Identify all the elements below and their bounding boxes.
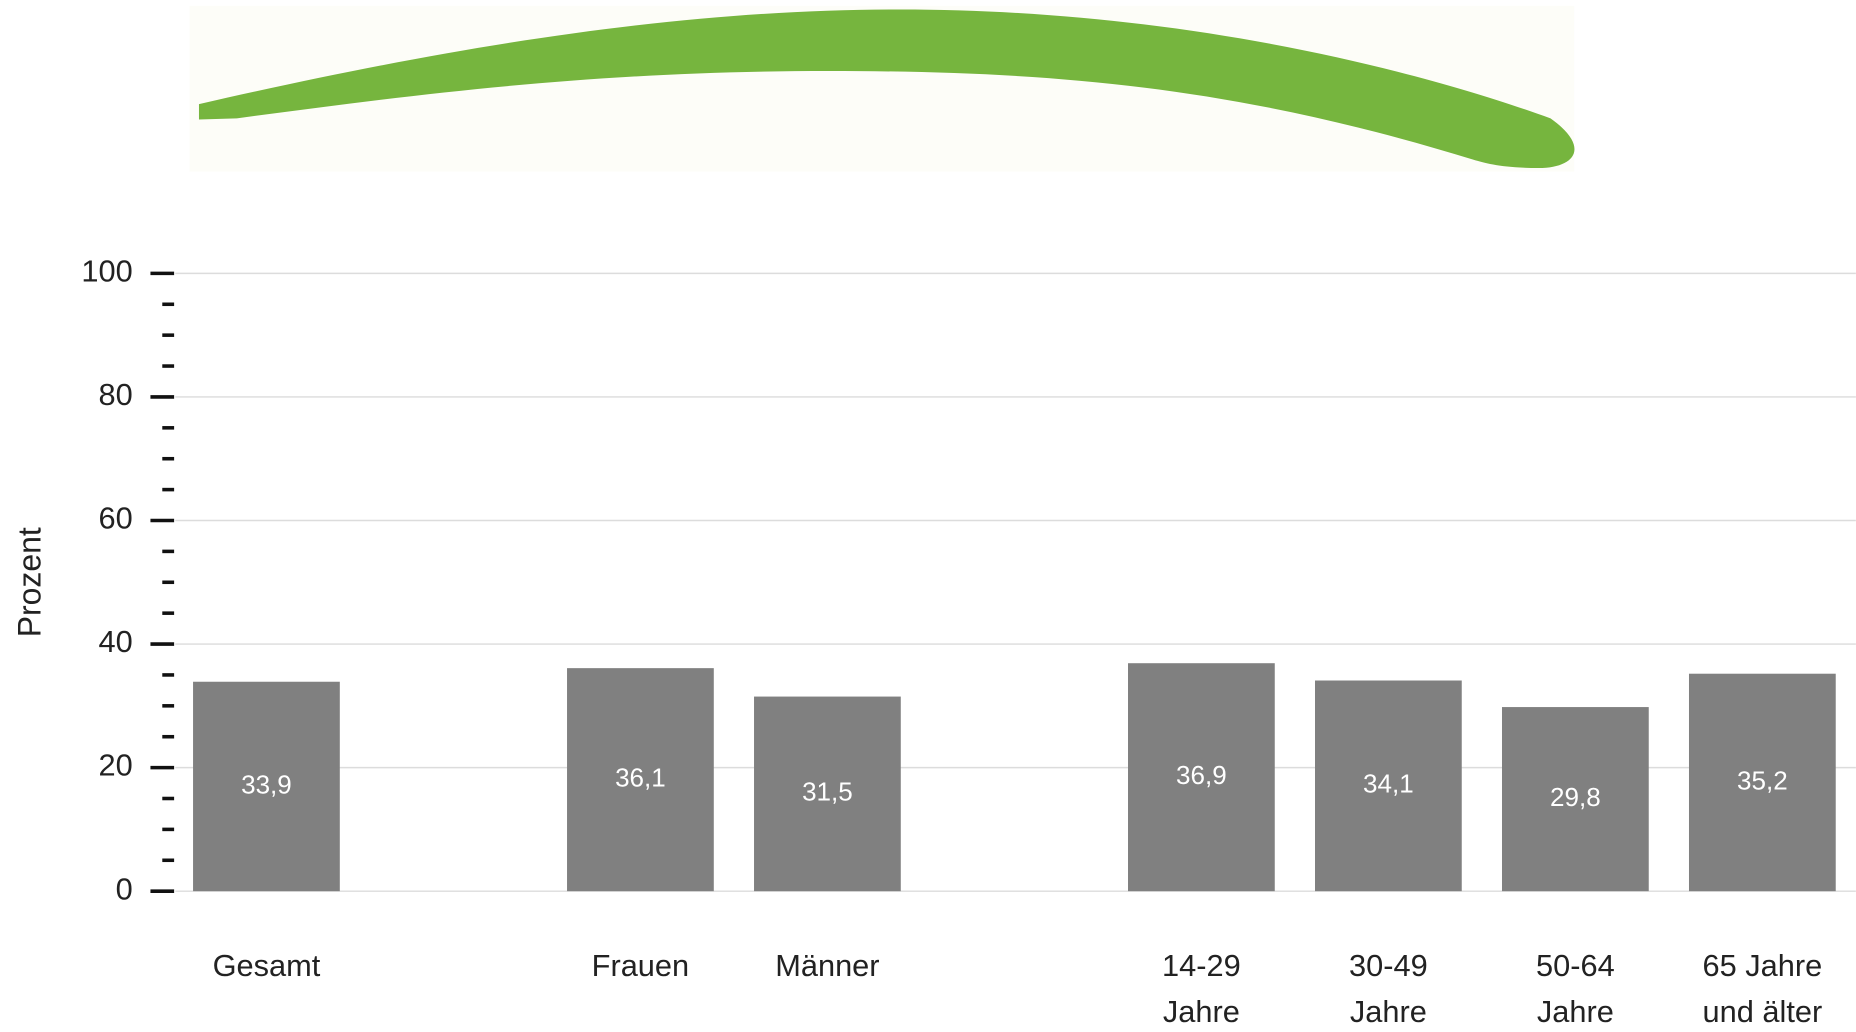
logo-swoosh xyxy=(198,9,1575,169)
bar xyxy=(193,681,340,892)
y-tick-label: 0 xyxy=(116,871,133,906)
bar xyxy=(567,668,714,892)
value-label: 29,8 xyxy=(1550,782,1601,812)
value-label: 33,9 xyxy=(241,769,292,799)
x-tick-label: 50-64 Jahre xyxy=(1536,948,1615,1029)
x-tick-label: 65 Jahre und älter xyxy=(1702,948,1822,1029)
bar xyxy=(1315,680,1462,892)
x-tick-label: 30-49 Jahre xyxy=(1349,948,1428,1029)
x-tick-label: Männer xyxy=(775,948,879,983)
y-tick-label: 60 xyxy=(98,501,132,536)
x-tick-label: Frauen xyxy=(592,948,689,983)
bar xyxy=(754,696,901,892)
value-label: 36,9 xyxy=(1176,760,1227,790)
value-label: 34,1 xyxy=(1363,769,1414,799)
x-tick-label: Gesamt xyxy=(213,948,321,983)
value-label: 35,2 xyxy=(1737,765,1788,795)
y-tick-label: 20 xyxy=(98,748,132,783)
y-tick-label: 40 xyxy=(98,624,132,659)
y-axis-label: Prozent xyxy=(12,527,48,637)
bar xyxy=(1501,707,1649,892)
y-tick-label: 100 xyxy=(81,254,132,289)
x-tick-label: 14-29 Jahre xyxy=(1162,948,1241,1029)
value-label: 31,5 xyxy=(802,777,853,807)
y-tick-label: 80 xyxy=(98,377,132,412)
bar xyxy=(1128,663,1275,892)
value-label: 36,1 xyxy=(615,763,666,793)
bar xyxy=(1688,673,1836,892)
